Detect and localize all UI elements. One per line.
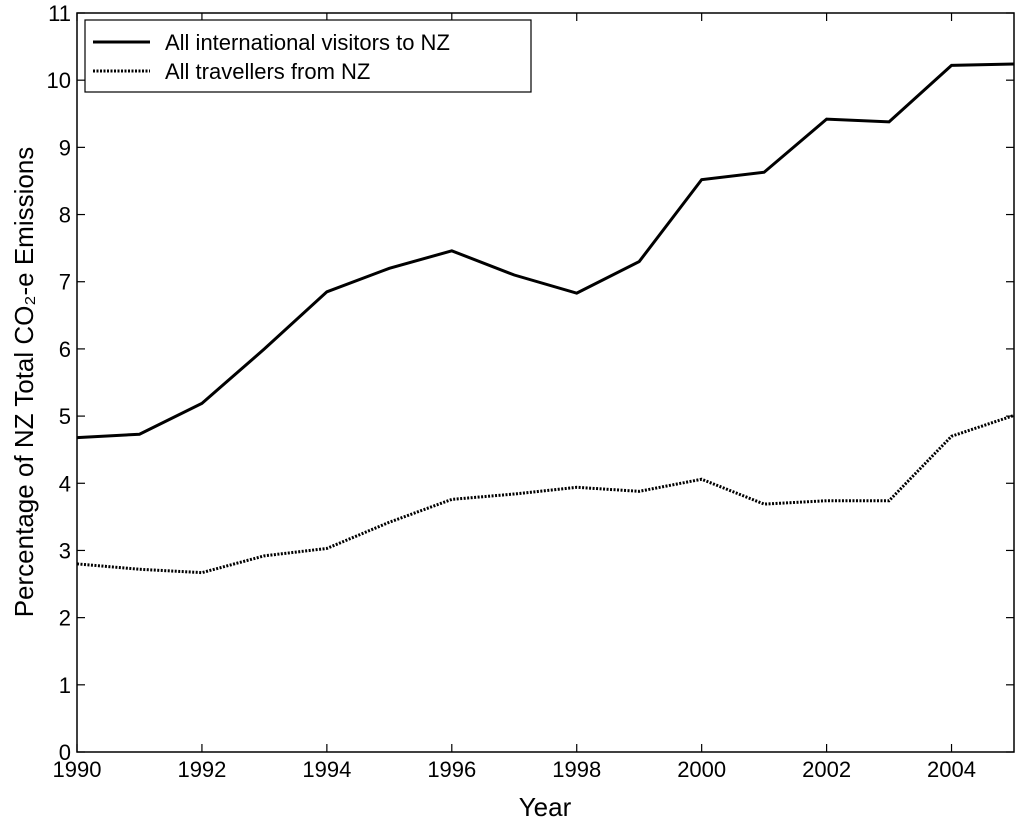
y-tick-label: 4 bbox=[59, 471, 71, 496]
legend-label: All international visitors to NZ bbox=[165, 30, 450, 55]
y-tick-label: 9 bbox=[59, 135, 71, 160]
y-tick-label: 11 bbox=[48, 1, 71, 26]
x-tick-label: 1990 bbox=[53, 757, 102, 782]
y-tick-label: 5 bbox=[59, 404, 71, 429]
y-tick-label: 10 bbox=[47, 68, 71, 93]
y-tick-label: 6 bbox=[59, 337, 71, 362]
data-line bbox=[76, 62, 1015, 440]
x-tick-label: 1996 bbox=[427, 757, 476, 782]
x-axis-label: Year bbox=[519, 792, 572, 822]
x-tick-label: 1998 bbox=[552, 757, 601, 782]
x-tick-label: 2000 bbox=[677, 757, 726, 782]
y-tick-label: 3 bbox=[59, 538, 71, 563]
y-tick-label: 1 bbox=[59, 673, 71, 698]
y-tick-label: 7 bbox=[59, 270, 71, 295]
x-tick-label: 1994 bbox=[302, 757, 351, 782]
y-tick-label: 2 bbox=[59, 606, 71, 631]
y-axis-label: Percentage of NZ Total CO₂-e Emissions bbox=[9, 147, 39, 618]
x-tick-label: 2002 bbox=[802, 757, 851, 782]
legend-label: All travellers from NZ bbox=[165, 59, 370, 84]
x-tick-label: 2004 bbox=[927, 757, 976, 782]
data-line bbox=[76, 413, 1015, 575]
x-tick-label: 1992 bbox=[177, 757, 226, 782]
y-tick-label: 0 bbox=[59, 740, 71, 765]
legend-box bbox=[84, 19, 532, 93]
plot-frame bbox=[76, 12, 1015, 753]
y-tick-label: 8 bbox=[59, 203, 71, 228]
